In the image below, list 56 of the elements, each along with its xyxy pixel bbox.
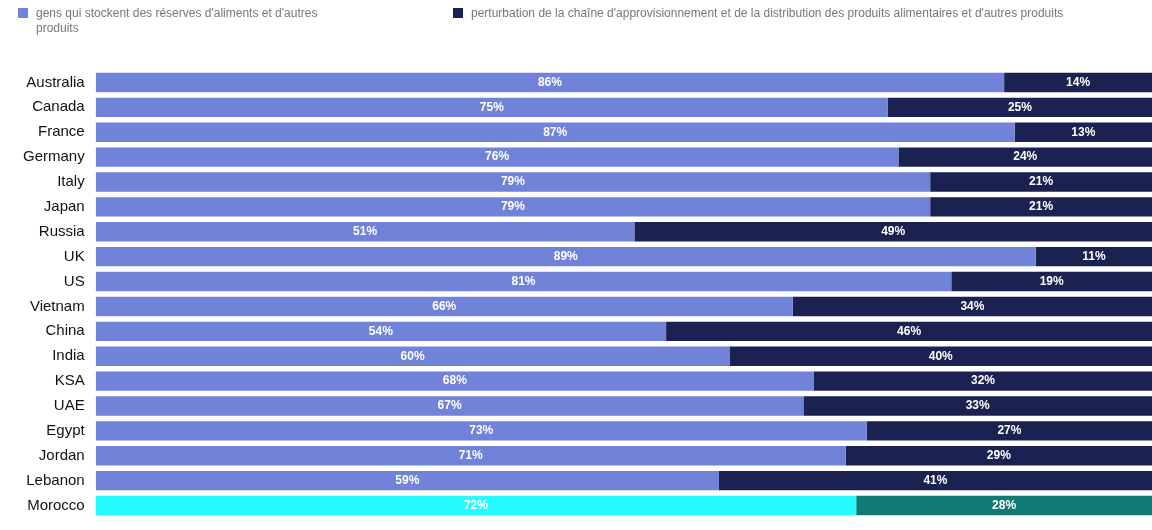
data-label: 89%: [553, 248, 579, 263]
y-tick-label: Jordan: [38, 445, 85, 463]
data-label: 14%: [1066, 74, 1091, 89]
y-tick-label: Lebanon: [26, 470, 85, 488]
data-label: 21%: [1029, 199, 1054, 214]
y-tick-label: Australia: [26, 72, 86, 90]
data-label: 49%: [881, 224, 906, 239]
data-label: 66%: [432, 298, 457, 313]
data-label: 29%: [986, 448, 1012, 463]
y-tick-label: Egypt: [46, 421, 86, 439]
y-tick-label: France: [38, 122, 85, 140]
y-tick-label: India: [52, 346, 86, 364]
data-label: 28%: [992, 497, 1017, 512]
legend-label: perturbation de la chaîne d'approvisionnement et de la distribution des produits alimentaires et d'autres produits: [471, 6, 1064, 21]
data-label: 75%: [479, 99, 505, 114]
y-tick-label: KSA: [54, 371, 85, 389]
y-tick-label: Japan: [43, 197, 85, 215]
data-label: 86%: [537, 74, 563, 89]
data-label: 11%: [1082, 248, 1106, 263]
data-label: 59%: [395, 472, 420, 487]
data-label: 60%: [400, 348, 425, 363]
data-label: 25%: [1007, 99, 1033, 114]
y-tick-label: Italy: [57, 172, 86, 190]
data-label: 79%: [500, 174, 526, 189]
data-label: 24%: [1013, 149, 1038, 164]
y-tick-label: Canada: [32, 97, 86, 115]
data-label: 79%: [500, 199, 526, 214]
data-label: 72%: [463, 497, 489, 512]
data-label: 13%: [1071, 124, 1096, 139]
data-label: 34%: [960, 298, 985, 313]
y-tick-label: US: [63, 271, 85, 289]
y-tick-label: Vietnam: [29, 296, 85, 314]
legend-label: gens qui stockent des réserves d'aliments et d'autres produits: [36, 6, 319, 36]
data-label: 81%: [511, 273, 536, 288]
data-label: 19%: [1039, 273, 1064, 288]
data-label: 40%: [928, 348, 954, 363]
data-label: 67%: [437, 398, 462, 413]
data-label: 46%: [897, 323, 922, 338]
data-label: 76%: [485, 149, 510, 164]
data-label: 27%: [997, 423, 1022, 438]
data-label: 87%: [543, 124, 568, 139]
data-label: 68%: [442, 373, 468, 388]
data-label: 71%: [458, 448, 484, 463]
data-label: 73%: [469, 423, 494, 438]
y-tick-label: Germany: [23, 147, 86, 165]
y-tick-label: UK: [63, 246, 85, 264]
data-label: 41%: [923, 472, 948, 487]
data-label: 21%: [1029, 174, 1054, 189]
data-label: 32%: [970, 373, 996, 388]
data-label: 33%: [965, 398, 991, 413]
data-label: 51%: [353, 224, 378, 239]
y-tick-label: Morocco: [27, 495, 85, 513]
y-tick-label: China: [45, 321, 86, 339]
y-tick-label: UAE: [53, 396, 85, 414]
data-label: 54%: [368, 323, 394, 338]
y-tick-label: Russia: [38, 221, 86, 239]
